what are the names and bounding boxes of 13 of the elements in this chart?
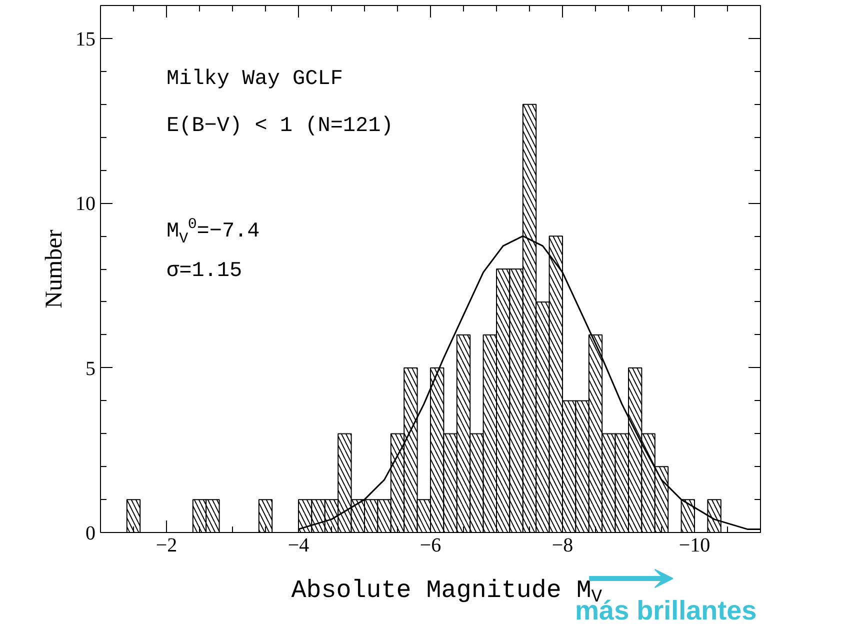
y-axis-title: Number	[42, 230, 68, 308]
x-tick-label: −6	[420, 534, 442, 556]
x-tick-label: −4	[288, 534, 310, 556]
x-tick-label: −2	[156, 534, 178, 556]
annotation: σ=1.15	[166, 260, 242, 284]
y-tick-label: 0	[86, 522, 96, 544]
x-tick-label: −8	[552, 534, 574, 556]
annotation: Milky Way GCLF	[166, 68, 343, 91]
y-tick-label: 15	[76, 28, 96, 50]
y-tick-label: 10	[76, 193, 96, 216]
annotation: E(B−V) < 1 (N=121)	[166, 115, 394, 138]
y-tick-label: 5	[86, 358, 96, 380]
x-tick-label: −10	[678, 534, 710, 556]
